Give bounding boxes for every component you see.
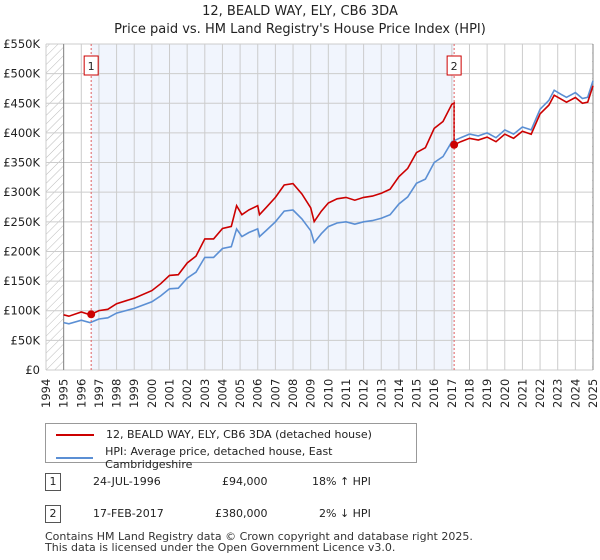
x-tick-label: 2007: [268, 379, 282, 408]
hpi-line: [63, 80, 594, 325]
x-tick-label: 2020: [498, 379, 512, 408]
x-tick-label: 1997: [92, 379, 106, 408]
x-tick-label: 1996: [74, 379, 88, 408]
x-tick-label: 2022: [533, 379, 547, 408]
y-tick-label: £300K: [3, 185, 40, 199]
y-tick-label: £200K: [3, 244, 40, 258]
sale-point: [450, 140, 459, 149]
x-tick-label: 2014: [392, 379, 406, 408]
sale-row: 1 24-JUL-1996 £94,000 18% ↑ HPI: [45, 473, 545, 491]
x-tick-label: 2005: [233, 379, 247, 408]
x-tick-label: 2002: [180, 379, 194, 408]
x-tick-label: 2006: [251, 379, 265, 408]
y-tick-label: £150K: [3, 274, 40, 288]
x-tick-label: 2024: [568, 379, 582, 408]
y-tick-label: £450K: [3, 96, 40, 110]
y-tick-label: £350K: [3, 156, 40, 170]
sale-delta: 18% ↑ HPI: [312, 475, 371, 488]
x-tick-label: 2015: [410, 379, 424, 408]
x-tick-label: 2025: [586, 379, 600, 408]
x-tick-label: 2021: [515, 379, 529, 408]
x-tick-label: 1999: [127, 379, 141, 408]
legend-swatch-red: [56, 433, 94, 436]
footer: Contains HM Land Registry data © Crown c…: [45, 531, 473, 553]
x-tick-label: 2016: [427, 379, 441, 408]
sale-delta: 2% ↓ HPI: [319, 507, 371, 520]
y-tick-label: £400K: [3, 126, 40, 140]
x-tick-label: 2018: [462, 379, 476, 408]
legend-label: 12, BEALD WAY, ELY, CB6 3DA (detached ho…: [106, 428, 372, 441]
chart: 1994 1995 1996 1997 1998 1999 2000 2001 2002 2003…: [3, 37, 600, 408]
x-tick-label: 2003: [198, 379, 212, 408]
x-tick-label: 2001: [163, 379, 177, 408]
chart-title: 12, BEALD WAY, ELY, CB6 3DA: [202, 4, 398, 19]
footer-licence: This data is licensed under the Open Gov…: [45, 541, 396, 554]
sale-date: 17-FEB-2017: [93, 507, 164, 520]
sale-row: 2 17-FEB-2017 £380,000 2% ↓ HPI: [45, 505, 545, 523]
y-tick-label: £250K: [3, 215, 40, 229]
chart-subtitle: Price paid vs. HM Land Registry's House …: [114, 22, 486, 37]
sale-marker-box: [446, 55, 462, 76]
x-tick-label: 2019: [480, 379, 494, 408]
y-tick-label: £100K: [3, 304, 40, 318]
x-tick-label: 2004: [215, 379, 229, 408]
y-tick-label: £0: [25, 363, 40, 377]
sale-marker-label: 2: [451, 60, 458, 73]
x-tick-label: 1994: [39, 379, 53, 408]
shaded-period: [91, 44, 455, 370]
x-tick-label: 2017: [445, 379, 459, 408]
x-tick-label: 2011: [339, 379, 353, 408]
sale-marker-label: 1: [88, 60, 95, 73]
legend: 12, BEALD WAY, ELY, CB6 3DA (detached ho…: [45, 423, 417, 471]
x-tick-label: 2009: [304, 379, 318, 408]
x-tick-label: 2000: [145, 379, 159, 408]
sale-marker-label: 2: [45, 505, 61, 523]
sale-price: £94,000: [222, 475, 268, 488]
x-tick-label: 2023: [551, 379, 565, 408]
legend-item-price: 12, BEALD WAY, ELY, CB6 3DA (detached ho…: [56, 428, 372, 441]
legend-item-hpi: HPI: Average price, detached house, East…: [56, 445, 416, 471]
x-tick-label: 2008: [286, 379, 300, 408]
sale-marker-box: [83, 55, 99, 76]
hatched-region-before-data: [46, 44, 64, 370]
y-tick-label: £50K: [11, 333, 41, 347]
sale-marker-label: 1: [45, 473, 61, 491]
y-tick-label: £500K: [3, 67, 40, 81]
legend-swatch-blue: [56, 457, 94, 459]
sale-point: [87, 310, 96, 319]
footer-copyright: Contains HM Land Registry data © Crown c…: [45, 530, 473, 543]
x-tick-label: 2012: [357, 379, 371, 408]
y-tick-label: £550K: [3, 37, 40, 51]
x-tick-label: 1998: [110, 379, 124, 408]
x-tick-label: 1995: [57, 379, 71, 408]
x-tick-label: 2010: [321, 379, 335, 408]
price-paid-line: [63, 85, 594, 318]
legend-label: HPI: Average price, detached house, East…: [105, 445, 333, 471]
x-tick-label: 2013: [374, 379, 388, 408]
sale-price: £380,000: [215, 507, 268, 520]
sale-date: 24-JUL-1996: [93, 475, 161, 488]
